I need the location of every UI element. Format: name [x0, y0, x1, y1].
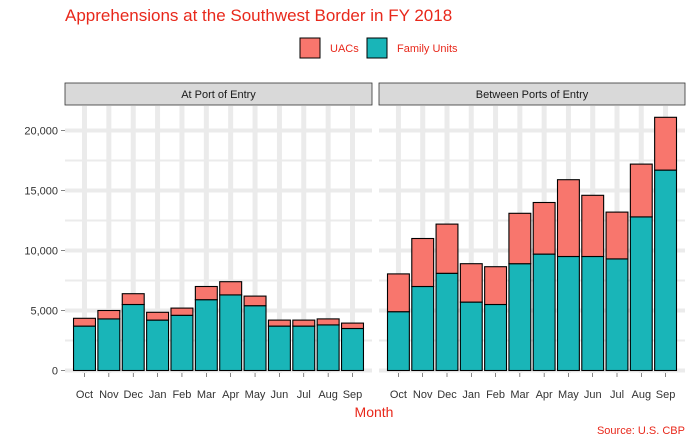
x-tick-label: Sep [343, 389, 363, 401]
bar-uacs-may [243, 295, 267, 307]
bar-uacs-aug [316, 318, 340, 326]
bar-uacs-oct [386, 273, 410, 313]
x-tick-label: May [245, 389, 266, 401]
x-tick-label: Feb [172, 389, 191, 401]
x-tick-label: Jun [584, 389, 602, 401]
facet-strip-label: Between Ports of Entry [476, 89, 589, 101]
bar-family-units-mar [194, 299, 218, 372]
bar-family-units-jan [146, 319, 170, 372]
x-tick-label: Oct [76, 389, 93, 401]
y-tick-label: 0 [52, 366, 58, 378]
facet-strip [378, 82, 686, 106]
panel-at-port-of-entry: At Port of Entry Oct Nov Dec Jan Feb Mar Apr May… [64, 82, 373, 401]
bar-uacs-jan [459, 263, 483, 303]
bar-family-units-may [556, 255, 580, 372]
bar-family-units-jan [459, 301, 483, 372]
x-tick-label: Nov [99, 389, 119, 401]
x-tick-label: Nov [413, 389, 433, 401]
bar-uacs-feb [170, 307, 194, 316]
x-tick-label: Jul [610, 389, 624, 401]
bar-uacs-aug [629, 163, 653, 218]
x-tick-label: Jan [462, 389, 480, 401]
bar-family-units-dec [435, 272, 459, 372]
y-axis: 0 5,000 10,000 15,000 20,000 [24, 126, 65, 378]
legend-key-family-units [366, 37, 388, 59]
bars [386, 116, 678, 372]
bar-uacs-jun [581, 194, 605, 258]
bar-uacs-sep [340, 322, 365, 330]
x-tick-label: Dec [437, 389, 457, 401]
legend-key-uacs [299, 37, 321, 59]
bar-uacs-dec [121, 293, 145, 306]
bar-uacs-mar [508, 212, 532, 265]
bar-uacs-oct [72, 317, 97, 327]
bar-family-units-aug [316, 324, 340, 372]
bar-family-units-jul [605, 258, 629, 372]
bar-family-units-oct [386, 311, 410, 372]
x-tick-label: Mar [510, 389, 529, 401]
bar-family-units-mar [508, 263, 532, 372]
legend: UACs Family Units [299, 37, 458, 59]
bar-family-units-sep [340, 327, 365, 372]
bar-family-units-may [243, 305, 267, 372]
facet-strip [64, 82, 373, 106]
bar-family-units-apr [532, 253, 556, 372]
bar-family-units-sep [654, 169, 678, 372]
x-tick-label: Jan [149, 389, 167, 401]
bar-uacs-jan [146, 311, 170, 321]
bar-uacs-nov [97, 309, 121, 320]
legend-label-uacs: UACs [330, 43, 359, 55]
x-tick-label: Jun [271, 389, 289, 401]
x-tick-label: Aug [318, 389, 338, 401]
bar-uacs-mar [194, 285, 218, 301]
chart-title: Apprehensions at the Southwest Border in… [65, 6, 452, 25]
bar-uacs-jul [605, 211, 629, 260]
bar-family-units-oct [72, 325, 97, 372]
x-tick-label: May [558, 389, 579, 401]
y-tick-label: 5,000 [30, 306, 58, 318]
bar-family-units-feb [484, 303, 508, 372]
bar-family-units-jun [267, 325, 291, 372]
x-tick-label: Apr [222, 389, 239, 401]
bar-uacs-dec [435, 223, 459, 274]
source-caption: Source: U.S. CBP [597, 425, 685, 437]
bar-uacs-apr [532, 201, 556, 255]
bar-uacs-nov [411, 237, 435, 288]
bar-family-units-nov [411, 285, 435, 372]
panels: At Port of Entry Oct Nov Dec Jan Feb Mar Apr May… [64, 82, 686, 401]
x-tick-label: Feb [486, 389, 505, 401]
facet-strip-label: At Port of Entry [181, 89, 256, 101]
bar-uacs-sep [654, 116, 678, 171]
bar-family-units-jul [292, 325, 316, 372]
x-tick-label: Jul [297, 389, 311, 401]
y-tick-label: 15,000 [24, 186, 58, 198]
bar-family-units-jun [581, 255, 605, 372]
y-tick-label: 10,000 [24, 246, 58, 258]
bar-family-units-feb [170, 314, 194, 372]
bar-family-units-dec [121, 303, 145, 372]
bar-uacs-may [556, 179, 580, 258]
bar-uacs-jun [267, 319, 291, 327]
bar-family-units-aug [629, 216, 653, 372]
bar-uacs-feb [484, 266, 508, 306]
bar-uacs-jul [292, 319, 316, 327]
x-tick-label: Mar [197, 389, 216, 401]
y-tick-label: 20,000 [24, 126, 58, 138]
panel-between-ports-of-entry: Between Ports of Entry Oct Nov Dec Jan Feb Mar… [378, 82, 686, 401]
bars [72, 281, 365, 372]
x-axis-label: Month [355, 404, 394, 420]
legend-label-family-units: Family Units [397, 43, 458, 55]
x-tick-label: Dec [123, 389, 143, 401]
x-tick-label: Apr [536, 389, 553, 401]
bar-family-units-apr [219, 294, 243, 372]
x-tick-label: Sep [656, 389, 676, 401]
x-tick-label: Aug [631, 389, 651, 401]
bar-uacs-apr [219, 281, 243, 296]
x-tick-label: Oct [390, 389, 407, 401]
bar-family-units-nov [97, 318, 121, 372]
